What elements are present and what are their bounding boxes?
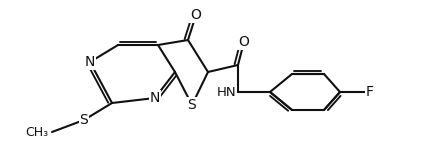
Text: S: S <box>187 98 196 112</box>
Text: HN: HN <box>217 86 236 100</box>
Text: O: O <box>238 35 250 49</box>
Text: F: F <box>366 85 374 99</box>
Text: N: N <box>150 91 160 105</box>
Text: S: S <box>80 113 88 127</box>
Text: N: N <box>85 55 95 69</box>
Text: CH₃: CH₃ <box>25 126 48 138</box>
Text: O: O <box>190 8 202 22</box>
